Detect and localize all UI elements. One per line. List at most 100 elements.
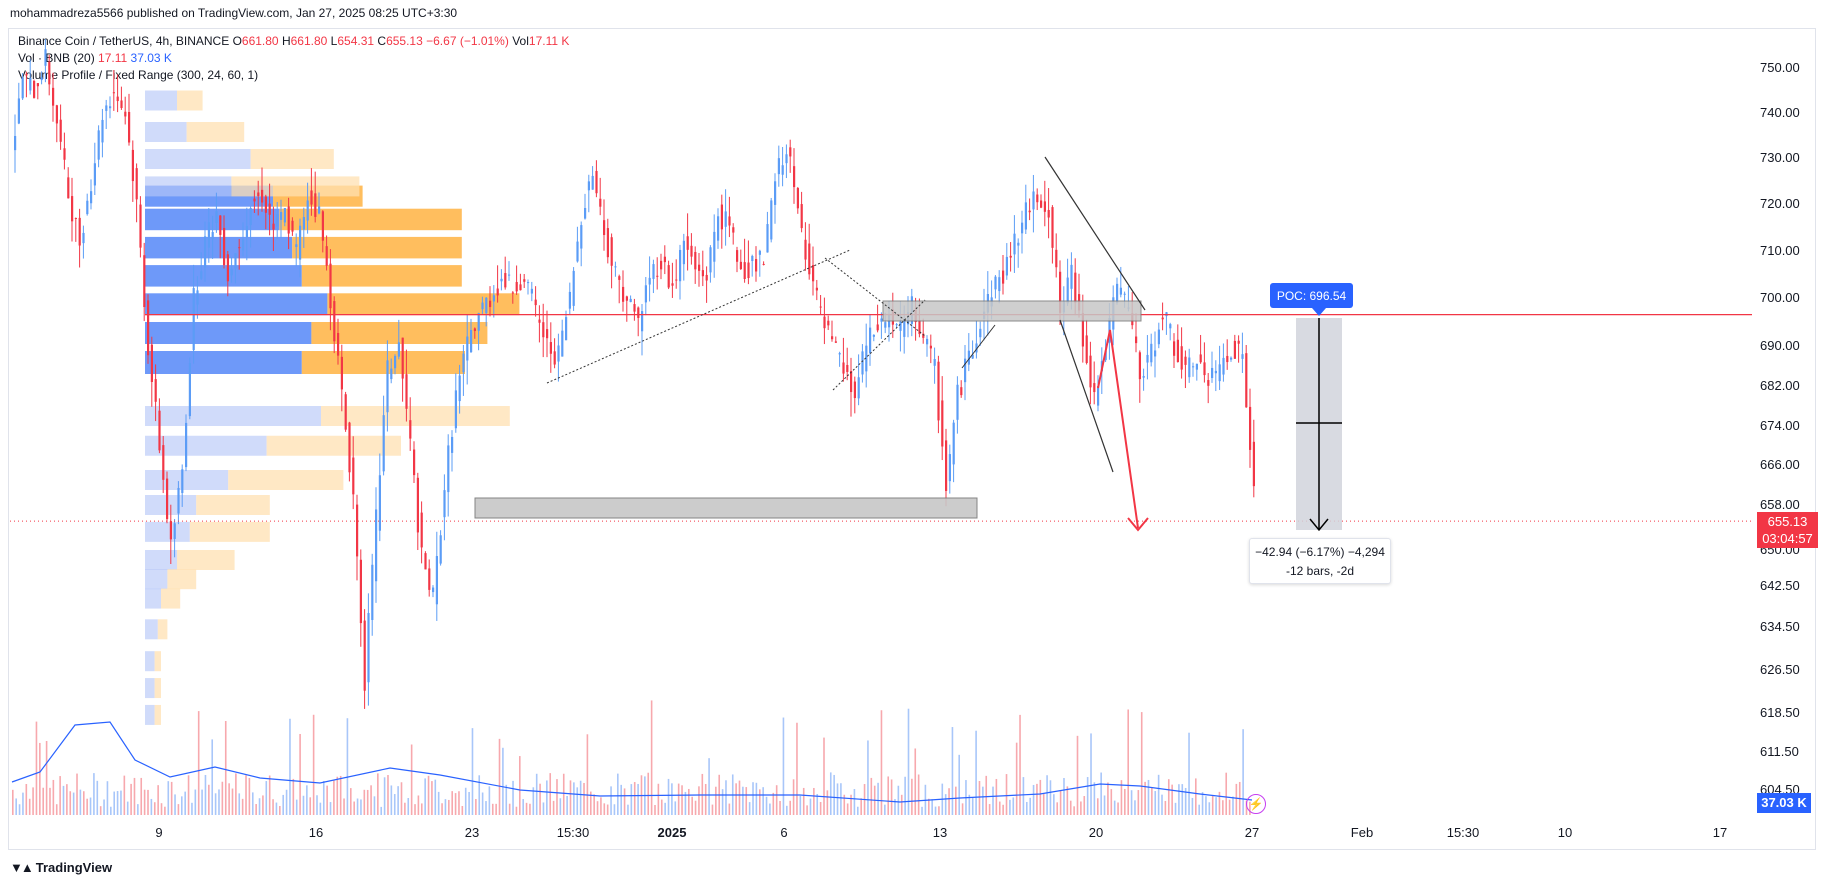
candle-body	[671, 283, 674, 286]
candle-body	[1116, 283, 1119, 303]
volume-bar	[279, 805, 281, 815]
candle-body	[261, 189, 264, 203]
volume-profile-faded-down	[177, 90, 203, 111]
candle-body	[147, 300, 150, 356]
volume-bar	[373, 796, 376, 815]
candle-body	[610, 237, 613, 266]
candle-body	[485, 297, 488, 314]
volume-bar	[1191, 797, 1194, 815]
channel-bottom-line	[1059, 319, 1114, 473]
candle-body	[956, 384, 959, 420]
lightning-icon[interactable]: ⚡	[1246, 794, 1266, 814]
candle-body	[1173, 341, 1176, 356]
volume-bar	[1161, 794, 1163, 815]
volume-bar	[559, 798, 562, 815]
candle-body	[743, 262, 746, 280]
volume-bar	[988, 804, 991, 815]
candle-body	[979, 328, 982, 338]
candle-body	[568, 291, 571, 309]
volume-bar	[620, 784, 622, 815]
volume-bar	[681, 785, 683, 815]
candle-body	[1154, 350, 1157, 357]
volume-bar	[103, 799, 105, 815]
volume-bar	[59, 776, 61, 815]
volume-bar	[275, 802, 278, 815]
volume-bar	[725, 780, 727, 815]
candle-body	[257, 192, 260, 197]
legend-close: 655.13	[386, 34, 423, 48]
candle-body	[109, 106, 112, 109]
volume-bar	[488, 786, 491, 815]
candle-body	[458, 375, 461, 402]
candle-body	[416, 477, 419, 533]
volume-bar	[748, 802, 751, 815]
volume-bar	[1208, 802, 1211, 815]
volume-bar	[1056, 802, 1059, 815]
volume-bar	[1242, 729, 1244, 815]
candle-body	[823, 316, 826, 329]
price-axis-label: 730.00	[1760, 150, 1800, 165]
volume-ma-tag: 37.03 K	[1757, 793, 1811, 813]
candle-body	[1066, 277, 1069, 304]
candle-body	[340, 356, 343, 390]
volume-bar	[1171, 784, 1173, 815]
volume-bar	[934, 806, 937, 815]
candle-body	[306, 200, 309, 221]
volume-bar	[164, 806, 166, 815]
volume-bar	[18, 804, 21, 815]
volume-bar	[377, 773, 379, 815]
volume-bar	[860, 798, 862, 815]
volume-bar	[468, 791, 470, 815]
candle-body	[663, 256, 666, 263]
chart-legend: Binance Coin / TetherUS, 4h, BINANCE O66…	[18, 33, 569, 84]
candle-body	[1040, 200, 1043, 208]
tradingview-brand[interactable]: ▼▲ TradingView	[10, 860, 112, 875]
candle-body	[1252, 441, 1255, 487]
volume-bar	[397, 786, 399, 815]
candle-body	[264, 196, 267, 213]
volume-bar	[539, 783, 541, 815]
candle-body	[21, 77, 24, 99]
legend-volume-indicator[interactable]: Vol · BNB (20) 17.11 37.03 K	[18, 51, 172, 65]
candle-body	[576, 241, 579, 262]
volume-bar	[1093, 782, 1096, 815]
candle-body	[352, 457, 355, 495]
volume-bar	[715, 786, 717, 815]
candle-body	[40, 77, 43, 81]
candle-body	[1036, 194, 1039, 203]
volume-bar	[589, 791, 592, 815]
candle-body	[698, 264, 701, 271]
volume-bar	[1117, 802, 1119, 815]
volume-bar	[982, 786, 984, 815]
volume-bar	[471, 728, 474, 815]
volume-bar	[448, 799, 450, 815]
volume-bar	[251, 792, 254, 815]
volume-bar	[603, 803, 606, 815]
volume-bar	[840, 783, 842, 815]
candle-body	[344, 394, 347, 430]
volume-profile-faded-down	[196, 495, 270, 515]
volume-bar	[617, 773, 619, 815]
volume-bar	[319, 802, 322, 815]
volume-bar	[390, 785, 393, 815]
candle-body	[116, 96, 119, 102]
volume-bar	[1164, 800, 1167, 815]
volume-bar	[265, 781, 268, 815]
volume-bar	[735, 783, 737, 815]
volume-bar	[779, 800, 781, 815]
volume-profile-faded-up	[145, 704, 155, 725]
candle-body	[424, 553, 427, 570]
legend-volume-profile[interactable]: Volume Profile / Fixed Range (300, 24, 6…	[18, 68, 259, 82]
volume-bar	[475, 798, 477, 815]
volume-bar	[39, 742, 41, 815]
candle-body	[720, 204, 723, 230]
volume-bar	[931, 799, 933, 815]
volume-bar	[667, 778, 670, 815]
candle-body	[937, 361, 940, 421]
legend-symbol-row[interactable]: Binance Coin / TetherUS, 4h, BINANCE O66…	[18, 34, 570, 48]
legend-volume: 17.11 K	[528, 34, 570, 48]
volume-profile-faded-down	[154, 678, 161, 699]
candle-body	[1059, 271, 1062, 313]
candle-body	[876, 324, 879, 331]
